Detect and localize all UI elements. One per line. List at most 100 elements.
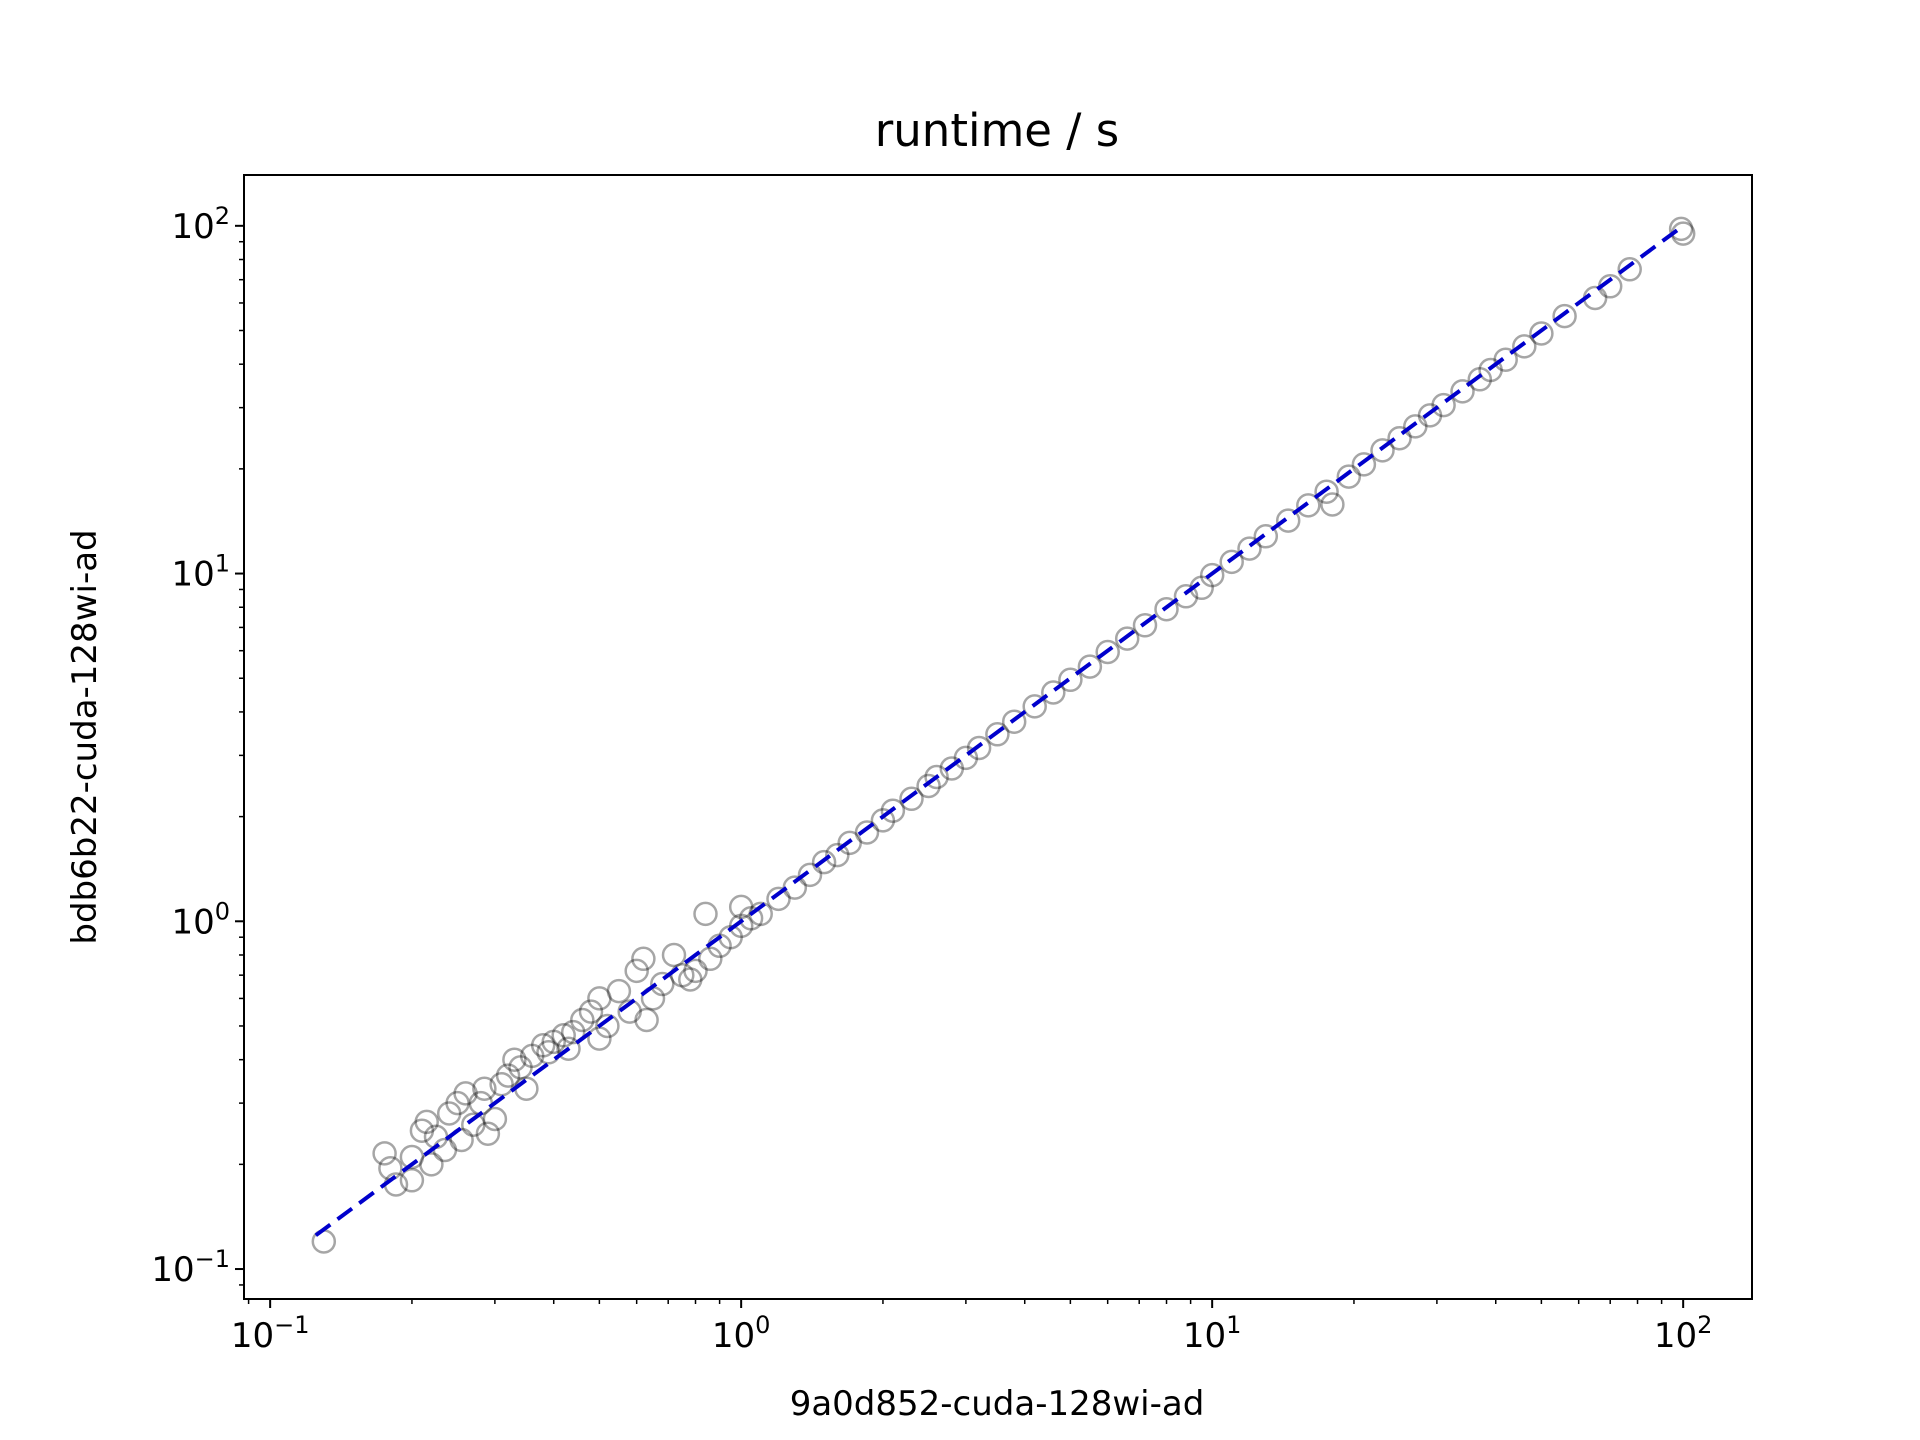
scatter-point: [683, 958, 708, 984]
scatter-point: [916, 773, 941, 799]
scatter-point: [1403, 414, 1428, 439]
scatter-point: [414, 1109, 439, 1135]
scatter-point: [595, 1013, 620, 1039]
scatter-point: [698, 946, 723, 972]
scatter-point: [1478, 357, 1503, 383]
scatter-point: [472, 1076, 497, 1101]
scatter-point: [1552, 303, 1577, 329]
scatter-point: [1417, 403, 1443, 428]
scatter-point: [461, 1112, 486, 1137]
scatter-point: [1253, 524, 1279, 549]
x-axis-label: 9a0d852-cuda-128wi-ad: [790, 1384, 1205, 1424]
y-axis-label: bdb6b22-cuda-128wi-ad: [65, 529, 105, 944]
scatter-point: [1058, 667, 1083, 693]
scatter-point: [1022, 694, 1047, 719]
scatter-point: [1467, 367, 1493, 392]
scatter-point: [1512, 334, 1537, 359]
scatter-point: [449, 1127, 474, 1153]
scatter-point: [541, 1029, 566, 1055]
reference-line-layer: [314, 224, 1685, 1237]
scatter-point: [617, 999, 642, 1024]
scatter-point: [825, 842, 850, 868]
scatter-point: [1237, 536, 1262, 561]
scatter-point: [1132, 613, 1158, 638]
scatter-point: [811, 849, 837, 875]
scatter-point: [606, 978, 632, 1004]
x-tick-label: 10−1: [231, 1311, 310, 1356]
scatter-point: [1154, 596, 1179, 622]
scatter-point: [1199, 562, 1225, 588]
axis-ticks: 10−1 100 101 102 10−1 100 101 102: [151, 202, 1712, 1356]
scatter-point: [508, 1055, 533, 1080]
chart-title: runtime / s: [875, 104, 1119, 157]
scatter-point: [489, 1071, 514, 1097]
scatter-point: [837, 830, 862, 856]
scatter-point: [578, 999, 604, 1024]
scatter-point: [1450, 379, 1475, 404]
scatter-point: [1219, 549, 1244, 575]
scatter-point: [475, 1121, 501, 1146]
scatter-point: [399, 1144, 425, 1170]
scatter-point: [1296, 493, 1321, 518]
scatter-point: [624, 958, 649, 984]
scatter-point: [953, 745, 979, 771]
scatter-point: [1320, 492, 1345, 517]
scatter-point: [728, 894, 754, 920]
scatter-point: [1001, 709, 1027, 734]
scatter-point: [436, 1101, 462, 1126]
scatter-point: [502, 1047, 527, 1072]
scatter-point: [1431, 392, 1456, 418]
scatter-point: [1275, 508, 1301, 533]
scatter-point: [445, 1090, 470, 1116]
y-tick-label: 100: [171, 897, 230, 942]
scatter-point: [570, 1007, 595, 1033]
scatter-point: [1668, 216, 1694, 242]
scatter-point: [766, 886, 791, 912]
scatter-point: [587, 986, 612, 1011]
scatter-point: [399, 1168, 425, 1193]
scatter-point: [728, 913, 754, 939]
x-tick-label: 101: [1183, 1311, 1242, 1356]
y-tick-label: 10−1: [151, 1245, 230, 1290]
scatter-point: [738, 906, 764, 931]
scatter-point: [495, 1063, 521, 1088]
x-tick-label: 100: [712, 1311, 771, 1356]
scatter-point: [650, 971, 675, 997]
reference-line: [314, 224, 1685, 1237]
scatter-point: [556, 1036, 581, 1061]
scatter-point: [560, 1019, 586, 1045]
scatter-point: [453, 1081, 478, 1106]
scatter-point: [966, 735, 992, 761]
scatter-point: [631, 946, 656, 972]
scatter-point: [519, 1043, 545, 1069]
scatter-point: [880, 798, 906, 823]
scatter-point: [1493, 347, 1518, 372]
scatter-point: [985, 722, 1010, 747]
scatter-point: [1095, 639, 1120, 665]
scatter-point: [748, 901, 773, 927]
scatter-point: [1370, 438, 1395, 463]
y-tick-label: 102: [171, 202, 230, 247]
scatter-point: [1617, 257, 1642, 282]
scatter-point: [419, 1152, 444, 1177]
scatter-point: [1314, 479, 1339, 504]
scatter-point: [409, 1118, 435, 1143]
scatter-point: [854, 820, 880, 845]
scatter-point: [372, 1141, 397, 1166]
scatter-point: [693, 901, 718, 927]
x-tick-label: 102: [1654, 1311, 1713, 1356]
scatter-point: [1529, 321, 1554, 346]
scatter-point: [1173, 584, 1199, 609]
scatter-point: [482, 1106, 508, 1132]
scatter-point: [530, 1033, 556, 1058]
scatter-point: [1351, 452, 1377, 477]
scatter-point: [551, 1023, 576, 1048]
scatter-point: [1114, 626, 1140, 651]
y-tick-label: 101: [171, 550, 230, 595]
scatter-point: [661, 942, 687, 968]
scatter-point: [536, 1040, 561, 1065]
scatter-point: [939, 756, 965, 781]
scatter-point: [1387, 425, 1412, 451]
